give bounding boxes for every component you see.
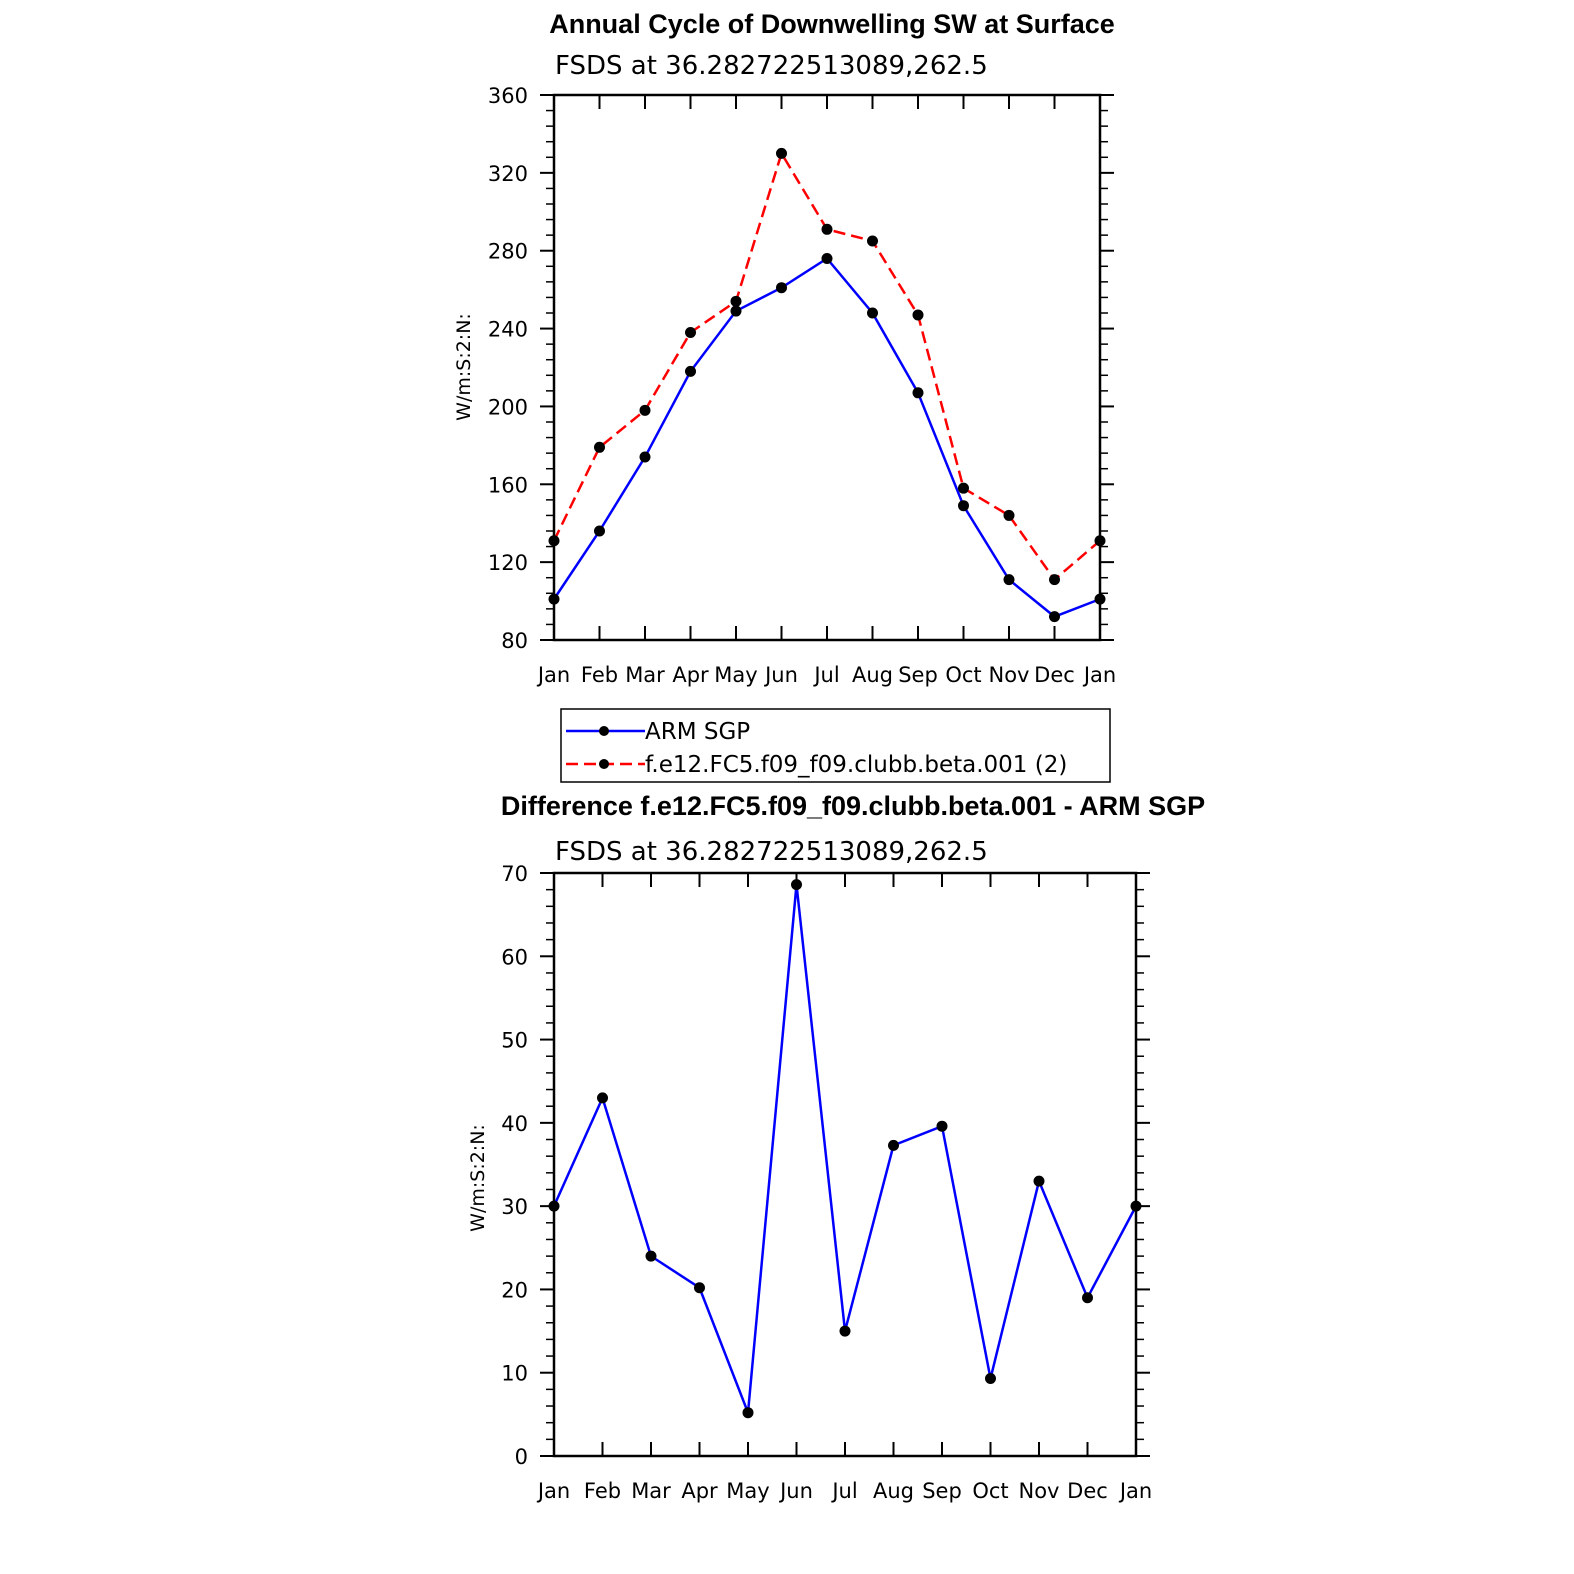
data-point (821, 253, 833, 264)
annual-cycle-chart: Annual Cycle of Downwelling SW at Surfac… (453, 9, 1116, 783)
data-point (694, 1282, 705, 1294)
data-point (742, 1407, 754, 1419)
x-tick-label: May (714, 663, 757, 687)
y-tick-label: 360 (488, 84, 528, 108)
y-tick-label: 200 (488, 395, 528, 419)
data-point (776, 147, 787, 159)
y-tick-label: 70 (501, 862, 528, 886)
chart2-ylabel: W/m:S:2:N: (467, 1124, 489, 1232)
y-tick-label: 10 (501, 1362, 528, 1386)
chart2-subtitle: FSDS at 36.282722513089,262.5 (555, 837, 988, 867)
x-tick-label: Oct (972, 1479, 1008, 1503)
data-point (1033, 1175, 1045, 1187)
x-tick-label: Sep (922, 1479, 962, 1503)
data-point (1049, 611, 1060, 623)
x-tick-label: Jan (536, 663, 570, 687)
data-point (839, 1325, 851, 1337)
x-tick-label: Mar (631, 1479, 671, 1503)
chart1-title: Annual Cycle of Downwelling SW at Surfac… (549, 9, 1115, 39)
data-point (958, 482, 969, 494)
x-tick-label: Aug (873, 1479, 914, 1503)
data-point (548, 593, 560, 605)
data-point (730, 295, 742, 307)
legend-label-arm-sgp: ARM SGP (645, 719, 750, 745)
x-tick-label: Jun (778, 1479, 813, 1503)
data-point (1003, 574, 1015, 586)
x-tick-label: Jan (1082, 663, 1116, 687)
data-point (867, 307, 878, 319)
x-tick-label: Jan (1118, 1479, 1152, 1503)
difference-chart: Difference f.e12.FC5.f09_f09.clubb.beta.… (467, 791, 1205, 1503)
data-point (821, 223, 833, 235)
data-point (1094, 593, 1106, 605)
x-tick-label: Nov (1019, 1479, 1060, 1503)
chart1-ylabel: W/m:S:2:N: (453, 313, 475, 421)
x-tick-label: Feb (581, 663, 618, 687)
data-point (1003, 509, 1015, 521)
x-tick-label: Nov (989, 663, 1030, 687)
x-tick-label: Aug (852, 663, 893, 687)
legend-label-model: f.e12.FC5.f09_f09.clubb.beta.001 (2) (645, 752, 1067, 778)
x-tick-label: Mar (625, 663, 665, 687)
x-tick-label: Dec (1067, 1479, 1108, 1503)
legend-marker-arm-sgp (599, 726, 609, 736)
x-tick-label: Sep (898, 663, 938, 687)
data-point (985, 1373, 996, 1385)
series-line (552, 150, 1101, 582)
y-tick-label: 0 (515, 1445, 528, 1469)
x-tick-label: Jul (812, 663, 839, 687)
data-point (548, 1200, 560, 1212)
x-tick-label: Apr (672, 663, 709, 687)
data-point (888, 1139, 899, 1151)
data-point (912, 309, 924, 321)
data-point (597, 1092, 608, 1104)
data-point (594, 525, 605, 537)
x-tick-label: Oct (945, 663, 981, 687)
y-tick-label: 60 (501, 945, 528, 969)
x-tick-label: Feb (584, 1479, 621, 1503)
data-point (958, 500, 969, 512)
data-point (1049, 574, 1060, 586)
x-tick-label: Dec (1034, 663, 1075, 687)
y-tick-label: 40 (501, 1112, 528, 1136)
data-point (645, 1250, 657, 1262)
y-tick-label: 240 (488, 318, 528, 342)
x-tick-label: May (726, 1479, 769, 1503)
y-tick-label: 320 (488, 162, 528, 186)
plot-frame (552, 93, 1102, 642)
data-point (791, 879, 802, 891)
data-point (1082, 1292, 1093, 1304)
y-tick-label: 160 (488, 473, 528, 497)
data-point (1130, 1200, 1142, 1212)
data-point (730, 305, 742, 317)
data-point (685, 365, 696, 377)
data-point (548, 535, 560, 547)
data-point (936, 1120, 948, 1132)
x-tick-label: Jun (763, 663, 798, 687)
y-tick-label: 20 (501, 1278, 528, 1302)
x-tick-label: Apr (681, 1479, 718, 1503)
data-point (1094, 535, 1106, 547)
chart1-subtitle: FSDS at 36.282722513089,262.5 (555, 51, 988, 81)
legend-box (560, 708, 1111, 783)
y-tick-label: 30 (501, 1195, 528, 1219)
y-tick-label: 50 (501, 1029, 528, 1053)
series-line (552, 256, 1101, 619)
x-tick-label: Jul (830, 1479, 857, 1503)
data-point (594, 441, 605, 453)
y-tick-label: 120 (488, 551, 528, 575)
x-tick-label: Jan (536, 1479, 570, 1503)
data-point (912, 387, 924, 399)
data-point (639, 404, 651, 416)
data-point (639, 451, 651, 463)
data-point (685, 326, 696, 338)
plot-frame (552, 871, 1138, 1458)
y-tick-label: 80 (501, 629, 528, 653)
chart2-title: Difference f.e12.FC5.f09_f09.clubb.beta.… (501, 791, 1205, 821)
data-point (867, 235, 878, 247)
y-tick-label: 280 (488, 240, 528, 264)
legend-marker-model (599, 759, 609, 769)
data-point (776, 282, 787, 294)
